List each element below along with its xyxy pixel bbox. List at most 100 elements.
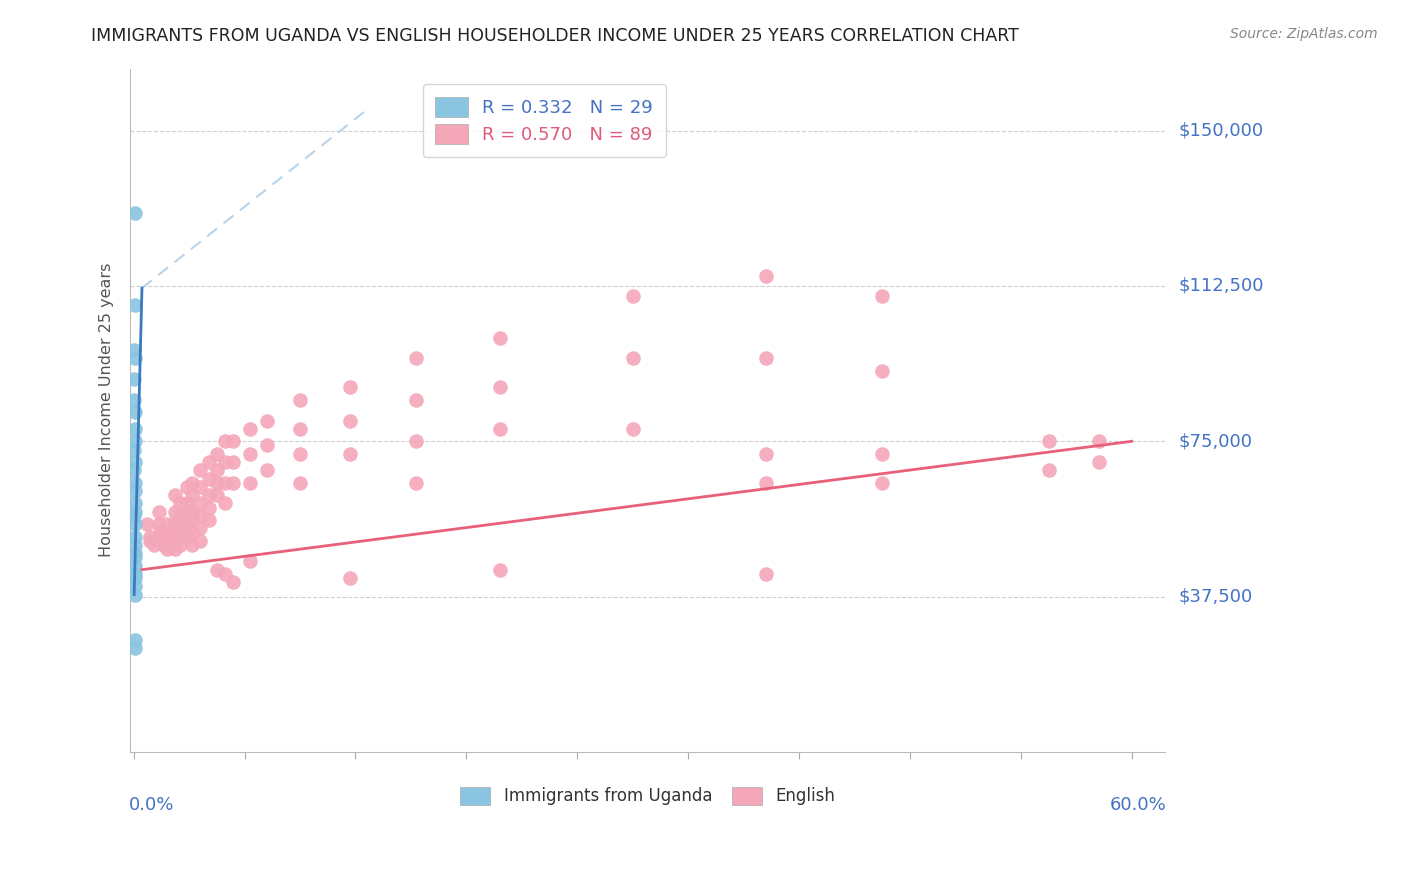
Point	[222, 475, 245, 490]
Point	[222, 575, 245, 590]
Text: $150,000: $150,000	[1180, 121, 1264, 140]
Point	[288, 447, 311, 461]
Point	[488, 380, 510, 394]
Point	[124, 517, 146, 532]
Point	[124, 641, 146, 656]
Point	[169, 530, 191, 544]
Point	[124, 442, 146, 457]
Point	[124, 508, 146, 523]
Point	[870, 447, 893, 461]
Text: IMMIGRANTS FROM UGANDA VS ENGLISH HOUSEHOLDER INCOME UNDER 25 YEARS CORRELATION : IMMIGRANTS FROM UGANDA VS ENGLISH HOUSEH…	[91, 27, 1019, 45]
Point	[139, 533, 162, 548]
Point	[169, 521, 191, 535]
Point	[124, 434, 146, 449]
Point	[621, 351, 644, 366]
Point	[256, 463, 278, 477]
Point	[1038, 434, 1060, 449]
Point	[169, 538, 191, 552]
Point	[152, 530, 174, 544]
Point	[256, 438, 278, 452]
Point	[180, 488, 202, 502]
Text: $112,500: $112,500	[1180, 277, 1264, 295]
Text: $75,000: $75,000	[1180, 433, 1253, 450]
Point	[197, 455, 219, 469]
Point	[188, 463, 211, 477]
Point	[239, 422, 262, 436]
Point	[188, 480, 211, 494]
Point	[124, 372, 146, 386]
Point	[136, 517, 159, 532]
Point	[1087, 455, 1109, 469]
Point	[870, 364, 893, 378]
Point	[124, 351, 146, 366]
Point	[159, 525, 181, 540]
Point	[205, 447, 228, 461]
Point	[124, 579, 146, 593]
Point	[339, 413, 361, 427]
Point	[124, 505, 146, 519]
Point	[180, 538, 202, 552]
Point	[488, 331, 510, 345]
Point	[176, 480, 198, 494]
Point	[755, 566, 778, 581]
Text: 60.0%: 60.0%	[1109, 797, 1166, 814]
Point	[870, 289, 893, 303]
Text: Source: ZipAtlas.com: Source: ZipAtlas.com	[1230, 27, 1378, 41]
Point	[339, 380, 361, 394]
Y-axis label: Householder Income Under 25 years: Householder Income Under 25 years	[100, 263, 114, 558]
Point	[870, 475, 893, 490]
Point	[124, 496, 146, 510]
Point	[165, 517, 187, 532]
Point	[149, 525, 172, 540]
Point	[124, 463, 146, 477]
Point	[222, 434, 245, 449]
Point	[159, 538, 181, 552]
Point	[169, 508, 191, 523]
Point	[256, 413, 278, 427]
Point	[124, 571, 146, 585]
Point	[165, 541, 187, 556]
Point	[205, 463, 228, 477]
Point	[139, 530, 162, 544]
Point	[339, 571, 361, 585]
Point	[488, 422, 510, 436]
Point	[124, 530, 146, 544]
Point	[156, 541, 179, 556]
Point	[156, 517, 179, 532]
Point	[165, 488, 187, 502]
Point	[755, 475, 778, 490]
Point	[214, 475, 236, 490]
Point	[180, 475, 202, 490]
Point	[405, 392, 427, 407]
Point	[405, 475, 427, 490]
Point	[755, 447, 778, 461]
Point	[188, 496, 211, 510]
Point	[124, 588, 146, 602]
Point	[621, 289, 644, 303]
Point	[214, 566, 236, 581]
Point	[124, 297, 146, 311]
Point	[288, 392, 311, 407]
Point	[124, 392, 146, 407]
Point	[165, 525, 187, 540]
Point	[180, 505, 202, 519]
Point	[197, 471, 219, 485]
Point	[239, 475, 262, 490]
Point	[124, 550, 146, 565]
Point	[124, 405, 146, 419]
Point	[188, 508, 211, 523]
Point	[755, 351, 778, 366]
Point	[214, 455, 236, 469]
Point	[214, 496, 236, 510]
Point	[124, 546, 146, 560]
Point	[165, 533, 187, 548]
Point	[755, 268, 778, 283]
Point	[124, 633, 146, 648]
Point	[205, 475, 228, 490]
Point	[180, 525, 202, 540]
Point	[176, 505, 198, 519]
Point	[205, 563, 228, 577]
Point	[239, 554, 262, 568]
Point	[488, 563, 510, 577]
Point	[169, 496, 191, 510]
